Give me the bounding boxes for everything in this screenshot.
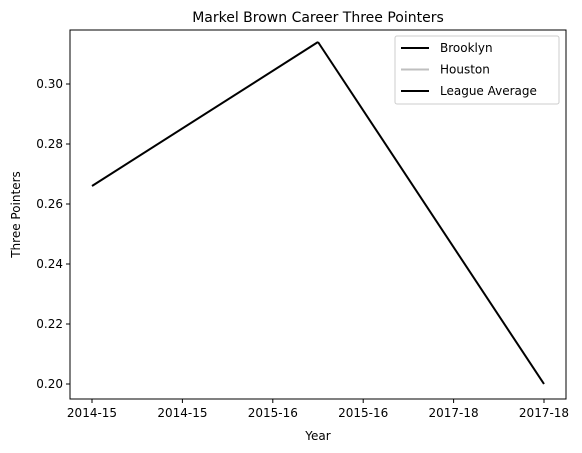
y-tick-label: 0.26 [36,197,63,211]
legend-label: Houston [440,63,490,77]
x-axis-label: Year [304,429,330,443]
y-tick-label: 0.24 [36,257,63,271]
y-axis-label: Three Pointers [9,171,23,259]
x-tick-label: 2014-15 [157,406,207,420]
x-axis: 2014-15 2014-15 2015-16 2015-16 2017-18 2017-… [67,399,569,420]
x-tick-label: 2017-18 [519,406,569,420]
x-tick-label: 2017-18 [429,406,479,420]
series-line-0 [92,42,318,186]
y-tick-label: 0.20 [36,377,63,391]
y-tick-label: 0.30 [36,77,63,91]
x-tick-label: 2014-15 [67,406,117,420]
legend-label: Brooklyn [440,41,493,55]
y-tick-label: 0.22 [36,317,63,331]
x-tick-label: 2015-16 [248,406,298,420]
x-tick-label: 2015-16 [338,406,388,420]
legend-label: League Average [440,84,537,98]
y-axis: 0.20 0.22 0.24 0.26 0.28 0.30 [36,77,70,391]
legend: Brooklyn Houston League Average [395,36,559,104]
y-tick-label: 0.28 [36,137,63,151]
chart-title: Markel Brown Career Three Pointers [192,10,444,26]
